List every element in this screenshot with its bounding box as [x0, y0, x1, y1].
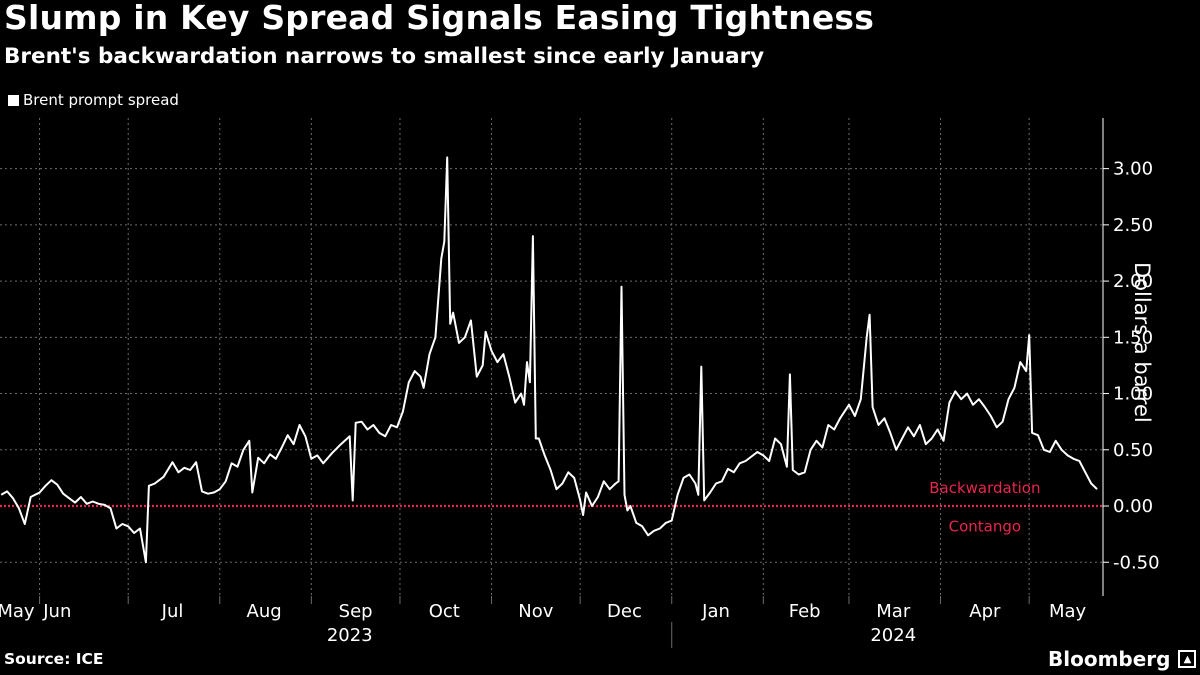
legend-swatch: [8, 94, 19, 106]
x-tick-label: Apr: [969, 601, 1001, 622]
y-tick-label: 2.00: [1113, 271, 1153, 292]
grid: [0, 118, 1103, 596]
bloomberg-logo-icon: ▲: [1178, 650, 1197, 668]
annotation-label: Contango: [949, 517, 1021, 535]
x-tick-label: May: [0, 601, 35, 622]
annotation-label: Backwardation: [929, 479, 1040, 497]
source-note: Source: ICE: [4, 650, 104, 668]
y-tick-label: 1.50: [1113, 327, 1153, 348]
y-axis-label: Dollars a barrel: [1130, 262, 1154, 423]
labels: -0.50 0.00 0.50 1.00 1.50 2.00 2.50 3.00 May Jun J…: [0, 159, 1160, 646]
legend: Brent prompt spread: [8, 91, 179, 109]
chart-title: Slump in Key Spread Signals Easing Tight…: [4, 0, 875, 37]
axes: [39, 118, 1109, 648]
brand: Bloomberg ▲: [1048, 647, 1197, 671]
y-tick-label: -0.50: [1113, 552, 1160, 573]
year-label: 2024: [870, 625, 916, 646]
y-tick-label: 1.00: [1113, 384, 1153, 405]
series: [0, 156, 1103, 564]
series-line-brent-prompt-spread: [0, 156, 1098, 564]
chart-subtitle: Brent's backwardation narrows to smalles…: [4, 44, 765, 69]
x-tick-label: Sep: [339, 601, 373, 622]
y-tick-label: 3.00: [1113, 159, 1153, 180]
x-tick-label: Aug: [247, 601, 282, 622]
y-tick-label: 0.00: [1113, 496, 1153, 517]
y-tick-label: 0.50: [1113, 440, 1153, 461]
x-tick-label: Dec: [607, 601, 642, 622]
x-tick-label: Feb: [789, 601, 821, 622]
x-tick-label: May: [1049, 601, 1087, 622]
x-tick-label: Jan: [701, 601, 730, 622]
x-tick-label: Jul: [161, 601, 184, 622]
brand-name: Bloomberg: [1048, 647, 1171, 671]
x-tick-label: Nov: [518, 601, 553, 622]
x-tick-label: Jun: [42, 601, 71, 622]
x-tick-label: Mar: [876, 601, 911, 622]
x-tick-label: Oct: [429, 601, 460, 622]
year-label: 2023: [327, 625, 373, 646]
y-tick-label: 2.50: [1113, 215, 1153, 236]
legend-label: Brent prompt spread: [23, 91, 179, 109]
